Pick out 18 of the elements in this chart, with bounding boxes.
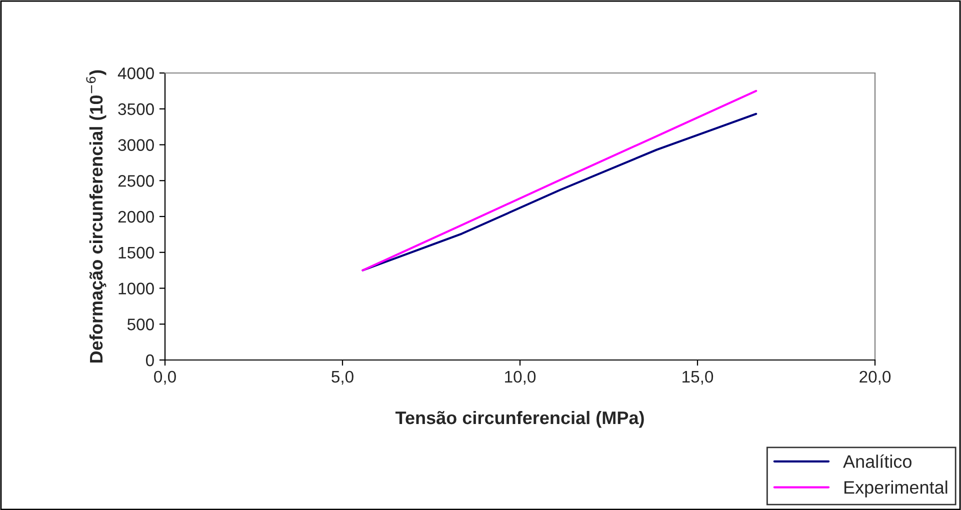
legend-label: Experimental [844, 480, 948, 498]
legend-label: Analítico [843, 454, 912, 468]
x-tick-label: 10,0 [505, 370, 536, 385]
y-tick-label: 2500 [118, 175, 154, 187]
y-tick-label: 500 [127, 318, 154, 330]
x-tick-label: 0,0 [154, 370, 176, 385]
x-tick-label: 15,0 [682, 370, 714, 385]
y-tick-label: 0 [146, 354, 154, 366]
y-tick-label: 1500 [118, 246, 154, 259]
y-tick-label: 3500 [118, 103, 154, 116]
x-tick-label: 5,0 [332, 370, 354, 385]
y-tick-label: 2000 [118, 210, 154, 223]
x-tick-label: 20,0 [860, 370, 891, 385]
x-axis-title: Tensão circunferencial (MPa) [395, 410, 644, 428]
y-axis-title: Deformação circunferencial (10$^{−6}$) [86, 70, 106, 362]
y-tick-label: 1000 [118, 282, 154, 294]
y-tick-label: 3000 [118, 139, 154, 151]
y-tick-label: 4000 [118, 67, 154, 80]
